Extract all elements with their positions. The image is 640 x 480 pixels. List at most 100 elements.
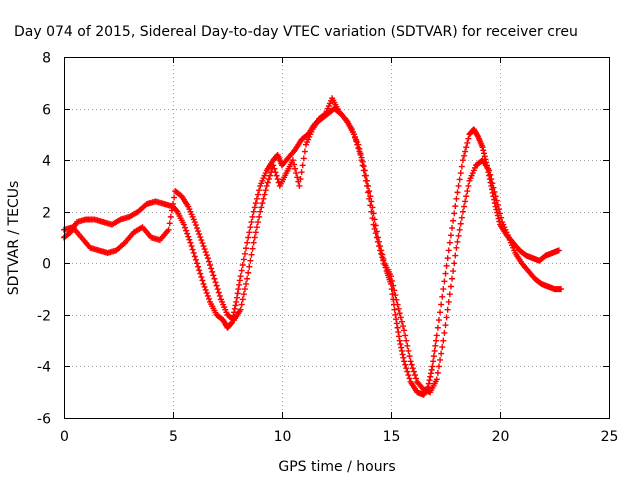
data-point <box>193 225 200 232</box>
data-point <box>243 245 250 252</box>
data-point <box>493 197 500 204</box>
data-point <box>198 237 205 244</box>
x-tick-labels: 0 5 10 15 20 25 <box>60 429 618 445</box>
data-point <box>201 283 208 290</box>
data-point <box>398 318 405 325</box>
data-point <box>193 260 200 267</box>
data-point <box>241 250 248 257</box>
data-points <box>61 95 565 398</box>
data-point <box>410 368 417 375</box>
data-point <box>293 170 300 177</box>
data-point <box>358 154 365 161</box>
data-point <box>238 267 245 274</box>
data-point <box>427 373 434 380</box>
data-point <box>357 150 364 157</box>
data-point <box>395 329 402 336</box>
data-point <box>197 270 204 277</box>
data-point <box>201 246 208 253</box>
x-tick-label: 0 <box>60 429 69 445</box>
data-point <box>447 232 454 239</box>
data-point <box>459 208 466 215</box>
data-point <box>360 163 367 170</box>
data-point <box>204 292 211 299</box>
data-point <box>245 234 252 241</box>
data-point <box>433 332 440 339</box>
data-point <box>259 200 266 207</box>
data-point <box>474 132 481 139</box>
data-point <box>494 209 501 216</box>
data-point <box>458 214 465 221</box>
data-point <box>211 275 218 282</box>
data-point <box>372 222 379 229</box>
data-point <box>437 309 444 316</box>
x-tick-label: 20 <box>492 429 510 445</box>
data-point <box>498 214 505 221</box>
data-point <box>214 286 221 293</box>
y-tick-label: 0 <box>42 257 51 273</box>
data-point <box>389 277 396 284</box>
data-point <box>481 150 488 157</box>
data-point <box>398 347 405 354</box>
data-point <box>464 139 471 146</box>
data-point <box>290 161 297 168</box>
data-point <box>197 234 204 241</box>
data-point <box>236 281 243 288</box>
data-point <box>391 306 398 313</box>
data-point <box>393 296 400 303</box>
y-tick-label: 6 <box>42 103 51 119</box>
data-point <box>555 247 562 254</box>
data-point <box>490 184 497 191</box>
data-point <box>215 289 222 296</box>
data-point <box>432 342 439 349</box>
data-point <box>235 286 242 293</box>
data-point <box>202 286 209 293</box>
data-point <box>168 207 175 214</box>
data-point <box>234 290 241 297</box>
data-point <box>210 272 217 279</box>
data-point <box>445 298 452 305</box>
data-point <box>396 337 403 344</box>
data-point <box>435 363 442 370</box>
data-point <box>463 144 470 151</box>
data-point <box>491 188 498 195</box>
data-point <box>185 233 192 240</box>
data-point <box>362 172 369 179</box>
data-point <box>453 244 460 251</box>
data-point <box>439 344 446 351</box>
data-point <box>250 239 257 246</box>
data-point <box>231 309 238 316</box>
data-point <box>449 225 456 232</box>
data-point <box>253 224 260 231</box>
data-point <box>406 353 413 360</box>
data-point <box>392 311 399 318</box>
data-point <box>171 194 178 201</box>
data-point <box>430 358 437 365</box>
data-point <box>195 263 202 270</box>
data-point <box>192 256 199 263</box>
data-point <box>392 292 399 299</box>
data-point <box>443 314 450 321</box>
data-point <box>376 238 383 245</box>
data-point <box>261 191 268 198</box>
data-point <box>184 230 191 237</box>
data-point <box>233 294 240 301</box>
data-point <box>297 176 304 183</box>
data-point <box>248 251 255 258</box>
data-point <box>365 189 372 196</box>
data-point <box>434 369 441 376</box>
data-point <box>298 169 305 176</box>
data-point <box>380 255 387 262</box>
data-point <box>394 324 401 331</box>
x-tick-label: 5 <box>169 429 178 445</box>
data-point <box>258 204 265 211</box>
data-point <box>395 305 402 312</box>
data-point <box>191 253 198 260</box>
y-tick-label: -4 <box>37 360 51 376</box>
data-point <box>299 162 306 169</box>
data-point <box>487 171 494 178</box>
data-point <box>429 363 436 370</box>
data-point <box>228 320 235 327</box>
data-point <box>271 165 278 172</box>
data-point <box>289 157 296 164</box>
data-point <box>191 219 198 226</box>
